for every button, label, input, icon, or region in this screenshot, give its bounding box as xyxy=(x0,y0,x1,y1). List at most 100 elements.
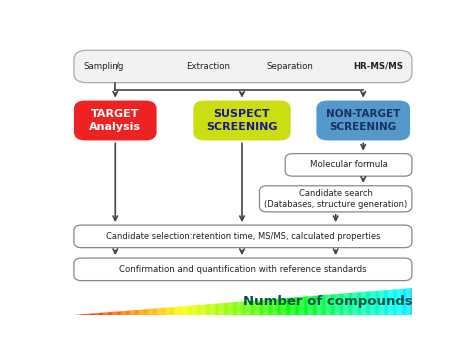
Polygon shape xyxy=(256,300,257,315)
Polygon shape xyxy=(219,303,220,315)
Polygon shape xyxy=(103,313,104,315)
Polygon shape xyxy=(311,296,313,315)
Polygon shape xyxy=(158,308,160,315)
Polygon shape xyxy=(156,308,157,315)
Polygon shape xyxy=(206,305,207,315)
Text: Extraction: Extraction xyxy=(186,62,230,71)
Text: /: / xyxy=(116,62,119,71)
Polygon shape xyxy=(84,314,85,315)
Polygon shape xyxy=(376,291,377,315)
Polygon shape xyxy=(287,298,288,315)
Polygon shape xyxy=(210,304,211,315)
Polygon shape xyxy=(377,291,378,315)
Polygon shape xyxy=(244,301,245,315)
Polygon shape xyxy=(142,310,143,315)
Polygon shape xyxy=(361,292,362,315)
Polygon shape xyxy=(340,294,341,315)
Polygon shape xyxy=(359,292,360,315)
Polygon shape xyxy=(262,300,263,315)
Polygon shape xyxy=(165,308,166,315)
Polygon shape xyxy=(223,303,224,315)
Polygon shape xyxy=(118,311,119,315)
Polygon shape xyxy=(272,299,273,315)
Polygon shape xyxy=(332,294,333,315)
Polygon shape xyxy=(112,312,113,315)
Polygon shape xyxy=(302,297,304,315)
Polygon shape xyxy=(339,294,340,315)
Polygon shape xyxy=(191,306,192,315)
Polygon shape xyxy=(146,309,147,315)
Polygon shape xyxy=(106,312,107,315)
Polygon shape xyxy=(144,309,145,315)
Polygon shape xyxy=(257,300,259,315)
Polygon shape xyxy=(98,313,99,315)
Polygon shape xyxy=(174,307,175,315)
Text: NON-TARGET
SCREENING: NON-TARGET SCREENING xyxy=(326,109,401,132)
Polygon shape xyxy=(268,300,269,315)
Polygon shape xyxy=(274,299,275,315)
Polygon shape xyxy=(147,309,148,315)
Polygon shape xyxy=(119,311,120,315)
Polygon shape xyxy=(369,291,370,315)
Polygon shape xyxy=(160,308,161,315)
Polygon shape xyxy=(289,298,290,315)
Polygon shape xyxy=(280,298,281,315)
Polygon shape xyxy=(99,313,100,315)
Polygon shape xyxy=(317,296,319,315)
Polygon shape xyxy=(124,311,125,315)
Polygon shape xyxy=(194,305,196,315)
Polygon shape xyxy=(360,292,361,315)
Polygon shape xyxy=(207,304,208,315)
Polygon shape xyxy=(92,313,93,315)
Polygon shape xyxy=(349,293,350,315)
Polygon shape xyxy=(393,290,394,315)
FancyBboxPatch shape xyxy=(74,225,412,248)
Polygon shape xyxy=(392,290,393,315)
Polygon shape xyxy=(180,306,181,315)
Polygon shape xyxy=(82,314,83,315)
Polygon shape xyxy=(384,290,385,315)
Polygon shape xyxy=(196,305,197,315)
Polygon shape xyxy=(325,295,326,315)
Polygon shape xyxy=(95,313,97,315)
Polygon shape xyxy=(227,303,228,315)
Polygon shape xyxy=(104,312,106,315)
Polygon shape xyxy=(342,293,343,315)
Polygon shape xyxy=(374,291,375,315)
Polygon shape xyxy=(246,301,247,315)
Polygon shape xyxy=(355,292,356,315)
Polygon shape xyxy=(375,291,376,315)
Polygon shape xyxy=(358,292,359,315)
Polygon shape xyxy=(278,299,279,315)
Polygon shape xyxy=(350,293,351,315)
Polygon shape xyxy=(296,297,297,315)
Polygon shape xyxy=(221,303,223,315)
Polygon shape xyxy=(245,301,246,315)
Polygon shape xyxy=(330,295,331,315)
Polygon shape xyxy=(211,304,212,315)
Polygon shape xyxy=(179,307,180,315)
Polygon shape xyxy=(218,303,219,315)
Polygon shape xyxy=(232,302,233,315)
Polygon shape xyxy=(331,295,332,315)
Polygon shape xyxy=(212,304,214,315)
Polygon shape xyxy=(169,307,170,315)
Polygon shape xyxy=(89,314,90,315)
Polygon shape xyxy=(90,314,91,315)
FancyBboxPatch shape xyxy=(285,154,412,176)
Polygon shape xyxy=(163,308,164,315)
FancyBboxPatch shape xyxy=(193,101,291,140)
Polygon shape xyxy=(225,303,226,315)
Polygon shape xyxy=(203,305,205,315)
Polygon shape xyxy=(351,293,352,315)
Polygon shape xyxy=(145,309,146,315)
Polygon shape xyxy=(373,291,374,315)
Polygon shape xyxy=(162,308,163,315)
Polygon shape xyxy=(173,307,174,315)
Polygon shape xyxy=(409,288,410,315)
Polygon shape xyxy=(362,292,364,315)
Polygon shape xyxy=(238,302,239,315)
Polygon shape xyxy=(217,303,218,315)
Polygon shape xyxy=(313,296,314,315)
Polygon shape xyxy=(181,306,182,315)
